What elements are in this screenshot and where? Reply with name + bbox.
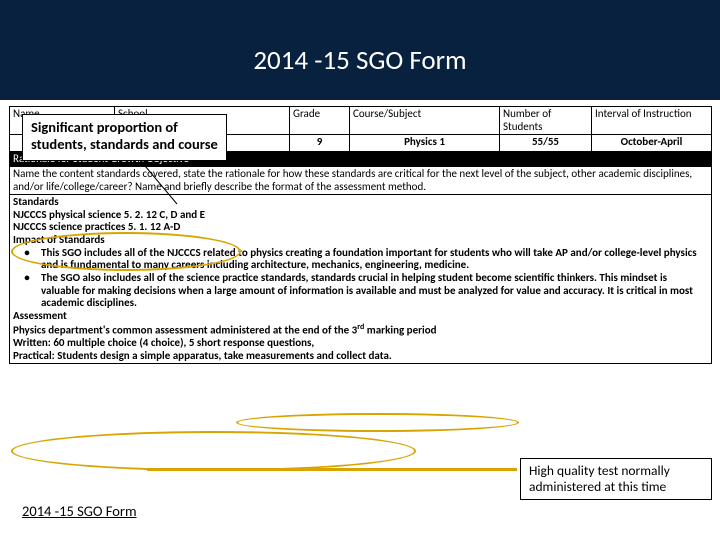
assessment-line2: Written: 60 multiple choice (4 choice), … (13, 337, 708, 350)
standards-label: Standards (13, 196, 708, 209)
th-course: Course/Subject (350, 107, 500, 135)
bullet-dot-icon: • (13, 272, 41, 310)
highlight-strike (147, 468, 517, 471)
header-bar: 2014 -15 SGO Form (0, 0, 720, 100)
callout-significant-proportion: Significant proportion of students, stan… (22, 114, 227, 161)
highlight-ellipse-2 (11, 431, 416, 471)
callout2-l1: High quality test normally (529, 463, 703, 479)
callout2-l2: administered at this time (529, 479, 703, 495)
bullet-dot-icon: • (13, 247, 41, 272)
standards-line2: NJCCCS science practices 5. 1. 12 A-D (13, 221, 708, 234)
callout1-l2: students, standards and course (31, 136, 218, 153)
a1b: marking period (364, 323, 436, 336)
impact-label: Impact of Standards (13, 234, 708, 247)
th-interval: Interval of Instruction (592, 107, 712, 135)
td-numstudents: 55/55 (500, 135, 592, 152)
td-course: Physics 1 (350, 135, 500, 152)
bullet-2-text: The SGO also includes all of the science… (41, 272, 708, 310)
th-numstudents: Number of Students (500, 107, 592, 135)
content-cell: Standards NJCCCS physical science 5. 2. … (10, 195, 712, 364)
callout1-l1: Significant proportion of (31, 119, 218, 136)
bullet-2: • The SGO also includes all of the scien… (13, 272, 708, 310)
content-row: Standards NJCCCS physical science 5. 2. … (10, 195, 712, 364)
bullet-1-text: This SGO includes all of the NJCCCS rela… (41, 247, 708, 272)
a1a: Physics department's common assessment a… (13, 323, 357, 336)
rationale-body: Name the content standards covered, stat… (10, 167, 711, 194)
td-interval: October-April (592, 135, 712, 152)
page-title: 2014 -15 SGO Form (0, 44, 720, 77)
assessment-line1: Physics department's common assessment a… (13, 323, 708, 337)
th-grade: Grade (290, 107, 350, 135)
bullet-1: • This SGO includes all of the NJCCCS re… (13, 247, 708, 272)
highlight-ellipse-3 (236, 413, 519, 432)
footer-link[interactable]: 2014 -15 SGO Form (22, 502, 137, 520)
assessment-line3: Practical: Students design a simple appa… (13, 350, 708, 363)
callout-high-quality-test: High quality test normally administered … (520, 458, 712, 500)
td-grade: 9 (290, 135, 350, 152)
